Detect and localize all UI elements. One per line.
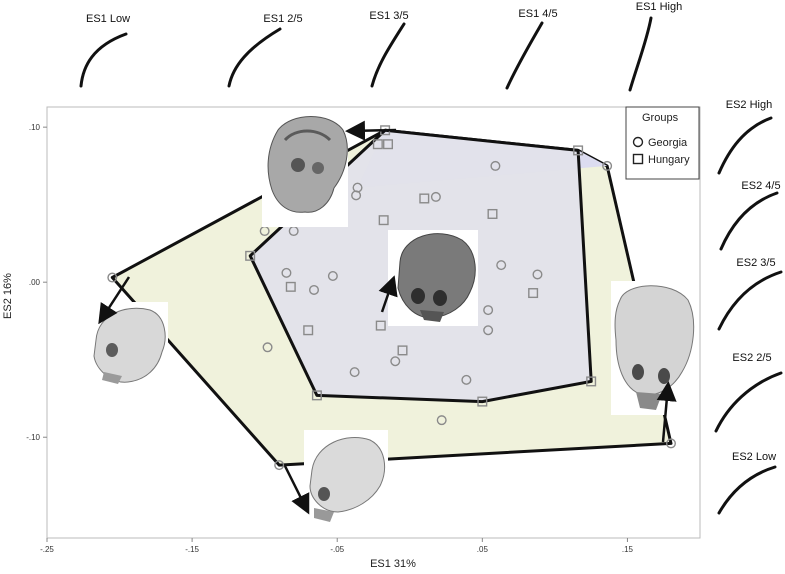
- legend-marker-hungary: [632, 153, 644, 165]
- legend: Groups Georgia Hungary: [625, 106, 700, 180]
- skull-image-left: [91, 302, 168, 388]
- shape-label-es2-3-5: ES2 3/5: [736, 257, 775, 269]
- hungary-point-8: [285, 281, 296, 292]
- y-tick-label-2: -.10: [26, 433, 40, 442]
- shape-label-es2-high: ES2 High: [726, 99, 772, 111]
- hungary-point-14: [586, 376, 597, 387]
- hungary-point-6: [378, 215, 389, 226]
- georgia-point-19: [390, 356, 401, 367]
- georgia-point-18: [349, 367, 360, 378]
- georgia-point-4: [490, 160, 501, 171]
- georgia-point-2: [665, 438, 676, 449]
- legend-title: Groups: [642, 112, 679, 124]
- shape-curve-es2-2-5: [714, 371, 783, 433]
- shape-label-es1-high: ES1 High: [636, 1, 682, 13]
- arrow-left: [98, 276, 131, 325]
- shape-curve-es1-2-5: [227, 27, 282, 88]
- shape-curve-es1-4-5: [505, 21, 544, 90]
- georgia-point-7: [430, 191, 441, 202]
- georgia-point-10: [281, 267, 292, 278]
- x-axis-ticks: -.25 -.15 -.05 .05 .15: [40, 538, 634, 554]
- shape-label-es1-3-5: ES1 3/5: [369, 10, 408, 22]
- georgia-point-15: [532, 269, 543, 280]
- x-tick-label-1: -.15: [185, 545, 199, 554]
- shape-curve-es2-4-5: [719, 191, 779, 251]
- shape-curve-es2-low: [717, 465, 777, 515]
- shape-curve-es1-low: [79, 32, 128, 88]
- x-tick-label-4: .15: [622, 545, 634, 554]
- hungary-point-1: [372, 139, 383, 150]
- georgia-point-20: [461, 374, 472, 385]
- arrow-right: [656, 381, 677, 443]
- x-tick-label-2: -.05: [330, 545, 344, 554]
- georgia-point-12: [327, 270, 338, 281]
- hungary-point-5: [487, 208, 498, 219]
- hungary-point-7: [245, 250, 256, 261]
- hungary-point-10: [375, 320, 386, 331]
- hungary-point-15: [477, 396, 488, 407]
- shape-label-es1-4-5: ES1 4/5: [518, 8, 557, 20]
- hungary-point-4: [419, 193, 430, 204]
- hungary-point-3: [573, 145, 584, 156]
- georgia-point-16: [483, 305, 494, 316]
- arrow-top-left: [345, 120, 397, 141]
- georgia-point-0: [107, 272, 118, 283]
- x-tick-label-0: -.25: [40, 545, 54, 554]
- georgia-point-17: [483, 325, 494, 336]
- hungary-point-13: [311, 390, 322, 401]
- georgia-point-14: [496, 260, 507, 271]
- legend-marker-georgia: [632, 136, 644, 148]
- shape-curve-es1-3-5: [370, 22, 406, 88]
- skull-image-center: [388, 230, 478, 326]
- hungary-point-9: [303, 325, 314, 336]
- y-axis-ticks: .10 .00 -.10: [26, 123, 47, 442]
- shape-label-es2-4-5: ES2 4/5: [741, 180, 780, 192]
- shape-label-es1-low: ES1 Low: [86, 13, 130, 25]
- points-layer: [107, 125, 676, 471]
- shape-curve-es2-high: [717, 116, 773, 175]
- hungary-point-11: [528, 288, 539, 299]
- georgia-point-21: [436, 415, 447, 426]
- top-shape-curves: ES1 Low ES1 2/5 ES1 3/5 ES1 4/5 ES1 High: [79, 1, 682, 92]
- georgia-point-11: [309, 284, 320, 295]
- shape-curve-es1-high: [628, 16, 653, 92]
- legend-label-georgia: Georgia: [648, 137, 688, 149]
- x-axis-title: ES1 31%: [370, 558, 416, 570]
- shape-label-es1-2-5: ES1 2/5: [263, 13, 302, 25]
- y-tick-label-1: .00: [29, 278, 41, 287]
- georgia-point-1: [274, 460, 285, 471]
- y-tick-label-0: .10: [29, 123, 41, 132]
- arrow-bottom: [283, 465, 310, 515]
- right-shape-curves: ES2 High ES2 4/5 ES2 3/5 ES2 2/5 ES2 Low: [714, 99, 783, 515]
- x-tick-label-3: .05: [477, 545, 489, 554]
- shape-label-es2-low: ES2 Low: [732, 451, 776, 463]
- skull-image-top-left: [262, 116, 348, 227]
- arrow-center: [378, 275, 398, 313]
- skull-image-right: [611, 281, 695, 415]
- hungary-point-2: [383, 139, 394, 150]
- georgia-point-6: [352, 182, 363, 193]
- y-axis-title: ES2 16%: [2, 273, 14, 319]
- shape-label-es2-2-5: ES2 2/5: [732, 352, 771, 364]
- shape-curve-es2-3-5: [717, 270, 783, 331]
- georgia-point-3: [602, 160, 613, 171]
- legend-label-hungary: Hungary: [648, 154, 690, 166]
- georgia-point-13: [262, 342, 273, 353]
- skull-image-bottom: [304, 430, 388, 524]
- hungary-point-12: [397, 345, 408, 356]
